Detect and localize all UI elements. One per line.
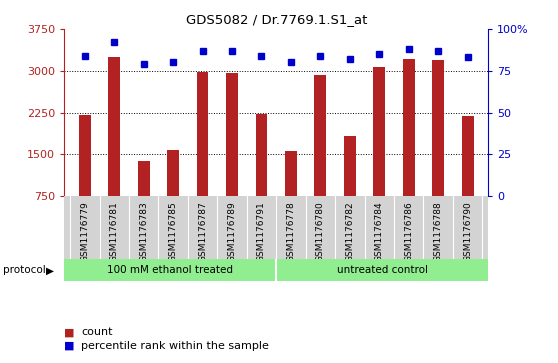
Title: GDS5082 / Dr.7769.1.S1_at: GDS5082 / Dr.7769.1.S1_at xyxy=(185,13,367,26)
Bar xyxy=(285,151,297,196)
Text: count: count xyxy=(81,327,112,337)
Text: GSM1176783: GSM1176783 xyxy=(139,201,148,262)
Text: protocol: protocol xyxy=(3,265,46,276)
Text: GSM1176790: GSM1176790 xyxy=(463,201,472,262)
Text: GSM1176780: GSM1176780 xyxy=(316,201,325,262)
Bar xyxy=(276,259,488,281)
Text: GSM1176778: GSM1176778 xyxy=(286,201,295,262)
Text: 100 mM ethanol treated: 100 mM ethanol treated xyxy=(107,265,233,275)
Bar xyxy=(167,150,179,196)
Text: GSM1176786: GSM1176786 xyxy=(404,201,413,262)
Text: GSM1176779: GSM1176779 xyxy=(80,201,89,262)
Text: GSM1176791: GSM1176791 xyxy=(257,201,266,262)
Bar xyxy=(108,57,120,196)
Text: GSM1176781: GSM1176781 xyxy=(110,201,119,262)
Bar xyxy=(432,60,444,196)
Text: untreated control: untreated control xyxy=(336,265,428,275)
Bar xyxy=(315,75,326,196)
Text: ■: ■ xyxy=(64,327,75,337)
Text: ■: ■ xyxy=(64,340,75,351)
Bar xyxy=(256,114,267,196)
Bar xyxy=(344,136,356,196)
Text: GSM1176789: GSM1176789 xyxy=(228,201,237,262)
Text: GSM1176784: GSM1176784 xyxy=(375,201,384,262)
Bar xyxy=(138,161,150,196)
Bar xyxy=(79,115,90,196)
Text: GSM1176782: GSM1176782 xyxy=(345,201,354,262)
Bar xyxy=(462,116,474,196)
Text: GSM1176785: GSM1176785 xyxy=(169,201,177,262)
Bar xyxy=(226,73,238,196)
Bar xyxy=(403,59,415,196)
Text: GSM1176788: GSM1176788 xyxy=(434,201,442,262)
Bar xyxy=(196,72,209,196)
Bar xyxy=(64,259,276,281)
Text: percentile rank within the sample: percentile rank within the sample xyxy=(81,340,269,351)
Text: ▶: ▶ xyxy=(46,265,54,276)
Text: GSM1176787: GSM1176787 xyxy=(198,201,207,262)
Bar xyxy=(373,68,385,196)
